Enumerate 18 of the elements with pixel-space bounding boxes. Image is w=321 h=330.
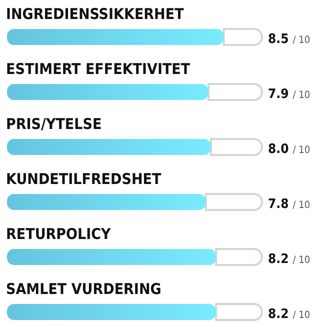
data-label: 7.8 bbox=[268, 197, 289, 212]
y-tick-label: SAMLET VURDERING bbox=[6, 280, 162, 298]
y-tick-label: INGREDIENSSIKKERHET bbox=[6, 5, 185, 23]
data-label: 8.0 bbox=[268, 142, 289, 157]
y-tick-label: ESTIMERT EFFEKTIVITET bbox=[6, 60, 191, 78]
y-tick-label: KUNDETILFREDSHET bbox=[6, 170, 162, 188]
text: / 10 bbox=[292, 35, 310, 46]
text: / 10 bbox=[292, 255, 310, 266]
data-label: 7.9 bbox=[268, 87, 289, 102]
text: / 10 bbox=[292, 310, 310, 321]
text: / 10 bbox=[292, 200, 310, 211]
text: / 10 bbox=[292, 90, 310, 101]
y-tick-label: RETURPOLICY bbox=[6, 225, 112, 243]
y-tick-label: PRIS/YTELSE bbox=[6, 115, 102, 133]
text: / 10 bbox=[292, 145, 310, 156]
data-label: 8.5 bbox=[268, 32, 289, 47]
data-label: 8.2 bbox=[268, 307, 289, 322]
data-label: 8.2 bbox=[268, 252, 289, 267]
